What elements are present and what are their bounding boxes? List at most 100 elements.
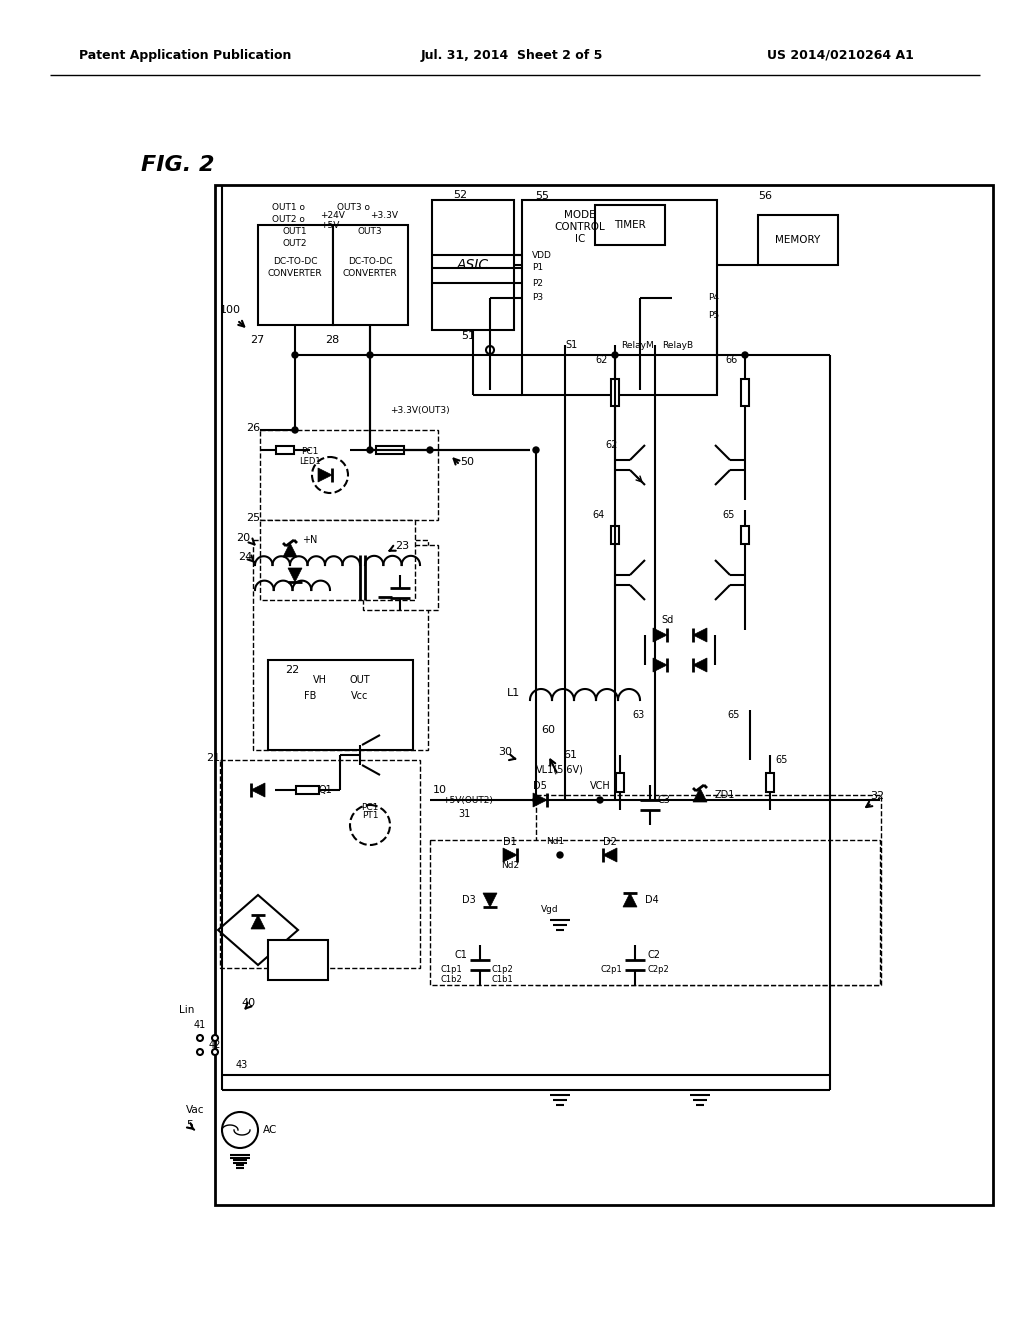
Circle shape <box>350 805 390 845</box>
Text: 64: 64 <box>593 510 605 520</box>
Text: LED1: LED1 <box>299 458 321 466</box>
Polygon shape <box>288 568 302 582</box>
Polygon shape <box>603 847 617 862</box>
Text: PT1: PT1 <box>361 812 378 821</box>
Circle shape <box>534 447 539 453</box>
Text: 31: 31 <box>458 809 470 818</box>
Bar <box>215 185 993 1205</box>
Circle shape <box>367 352 373 358</box>
Text: 61: 61 <box>563 750 577 760</box>
Polygon shape <box>653 628 667 642</box>
Bar <box>268 660 413 750</box>
Text: 60: 60 <box>541 725 555 735</box>
Text: Patent Application Publication: Patent Application Publication <box>79 49 291 62</box>
Text: Lin: Lin <box>178 1005 194 1015</box>
Text: DC-TO-DC: DC-TO-DC <box>348 257 392 267</box>
Text: C2p2: C2p2 <box>648 965 670 974</box>
Text: 56: 56 <box>758 191 772 201</box>
Text: 42: 42 <box>209 1040 221 1049</box>
Bar <box>432 201 514 330</box>
Polygon shape <box>378 583 392 597</box>
Text: 65: 65 <box>775 755 787 766</box>
Text: VH: VH <box>313 675 327 685</box>
Text: TIMER: TIMER <box>614 220 646 230</box>
Bar <box>376 446 404 454</box>
Text: FB: FB <box>304 690 316 701</box>
Text: 52: 52 <box>453 190 467 201</box>
Circle shape <box>534 797 539 803</box>
Circle shape <box>222 1111 258 1148</box>
Text: +24V: +24V <box>319 210 345 219</box>
Text: 40: 40 <box>242 998 256 1008</box>
Circle shape <box>367 447 373 453</box>
Text: 50: 50 <box>460 457 474 467</box>
Bar <box>522 201 717 395</box>
Text: C1p1: C1p1 <box>440 965 462 974</box>
Circle shape <box>312 457 348 492</box>
Text: OUT3: OUT3 <box>357 227 382 236</box>
Text: US 2014/0210264 A1: US 2014/0210264 A1 <box>767 49 913 62</box>
Bar <box>268 940 328 979</box>
Text: C1b2: C1b2 <box>440 975 462 985</box>
Text: OUT3 o: OUT3 o <box>337 203 370 213</box>
Bar <box>258 224 333 325</box>
Text: 63: 63 <box>633 710 645 719</box>
Text: 51: 51 <box>461 331 475 341</box>
Bar <box>253 540 428 750</box>
Bar <box>741 527 749 544</box>
Text: C1p2: C1p2 <box>492 965 514 974</box>
Text: VDD: VDD <box>532 251 552 260</box>
Circle shape <box>212 1049 218 1055</box>
Text: RelayB: RelayB <box>663 341 693 350</box>
Text: D3: D3 <box>462 895 476 906</box>
Text: 20: 20 <box>236 533 250 543</box>
Text: +3.3V: +3.3V <box>370 210 398 219</box>
Text: 65: 65 <box>723 510 735 520</box>
Text: C2p1: C2p1 <box>600 965 622 974</box>
Text: P1: P1 <box>532 264 543 272</box>
Text: L1: L1 <box>507 688 520 698</box>
Bar <box>220 760 420 968</box>
Text: 5: 5 <box>186 1119 194 1130</box>
Text: 41: 41 <box>194 1020 206 1030</box>
Text: 25: 25 <box>246 513 260 523</box>
Text: D2: D2 <box>603 837 616 847</box>
Bar <box>296 785 318 795</box>
Text: Vgd: Vgd <box>542 906 559 915</box>
Text: 66: 66 <box>726 355 738 366</box>
Text: DC-TO-DC: DC-TO-DC <box>272 257 317 267</box>
Circle shape <box>212 1035 218 1041</box>
Text: 21: 21 <box>206 752 220 763</box>
Circle shape <box>197 1049 203 1055</box>
Bar <box>536 795 881 985</box>
Text: ZD1: ZD1 <box>715 789 735 800</box>
Text: +N: +N <box>302 535 317 545</box>
Text: P5: P5 <box>708 310 719 319</box>
Text: D4: D4 <box>645 895 658 906</box>
Circle shape <box>197 1035 203 1041</box>
Bar <box>611 379 618 405</box>
Bar <box>430 840 880 985</box>
Bar <box>595 205 665 246</box>
Bar <box>260 430 438 520</box>
Text: CONVERTER: CONVERTER <box>343 268 397 277</box>
Text: 100: 100 <box>219 305 241 315</box>
Polygon shape <box>534 793 547 807</box>
Text: C1: C1 <box>454 950 467 960</box>
Polygon shape <box>251 915 265 929</box>
Polygon shape <box>483 894 497 907</box>
Text: +5V: +5V <box>319 222 339 231</box>
Text: IC: IC <box>574 234 585 244</box>
Text: 22: 22 <box>285 665 299 675</box>
Polygon shape <box>653 657 667 672</box>
Text: 55: 55 <box>535 191 549 201</box>
Polygon shape <box>693 657 707 672</box>
Circle shape <box>292 426 298 433</box>
Bar <box>758 215 838 265</box>
Text: VCH: VCH <box>590 781 610 791</box>
Text: CONVERTER: CONVERTER <box>267 268 323 277</box>
Text: VL1(5.6V): VL1(5.6V) <box>536 766 584 775</box>
Bar <box>260 520 415 601</box>
Bar <box>333 224 408 325</box>
Text: OUT: OUT <box>349 675 371 685</box>
